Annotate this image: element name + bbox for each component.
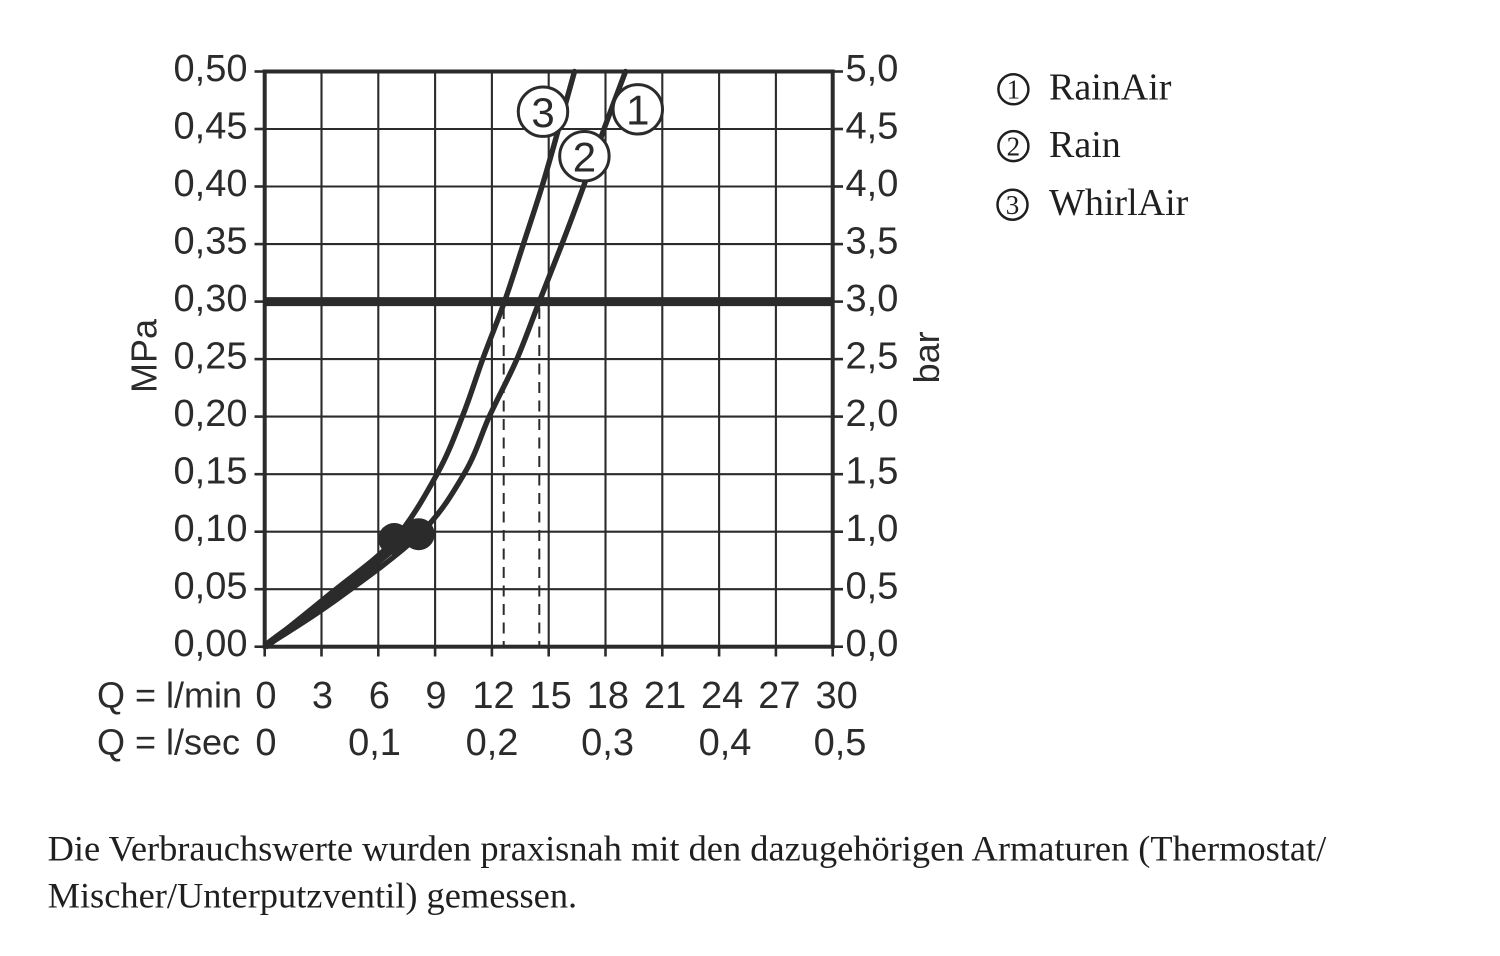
svg-text:0,5: 0,5 (846, 566, 899, 608)
svg-text:0,30: 0,30 (174, 278, 248, 320)
svg-text:0,5: 0,5 (814, 722, 867, 764)
svg-text:1,0: 1,0 (846, 508, 899, 550)
svg-text:3: 3 (1006, 190, 1020, 220)
svg-text:21: 21 (644, 675, 686, 717)
svg-text:9: 9 (425, 675, 446, 717)
svg-text:2: 2 (1007, 131, 1021, 161)
svg-text:24: 24 (701, 675, 743, 717)
svg-text:4,0: 4,0 (846, 163, 899, 205)
svg-text:2,5: 2,5 (846, 336, 899, 378)
svg-text:Rain: Rain (1049, 124, 1121, 166)
svg-text:3: 3 (312, 675, 333, 717)
svg-text:MPa: MPa (124, 318, 165, 393)
svg-text:3,0: 3,0 (846, 278, 899, 320)
svg-text:0,10: 0,10 (174, 508, 248, 550)
svg-text:bar: bar (906, 331, 947, 383)
svg-text:0,25: 0,25 (174, 336, 248, 378)
svg-text:4,5: 4,5 (846, 106, 899, 148)
svg-text:1: 1 (626, 87, 649, 134)
svg-text:2: 2 (573, 134, 596, 181)
svg-text:1,5: 1,5 (846, 451, 899, 493)
svg-text:12: 12 (472, 675, 514, 717)
svg-text:0: 0 (255, 675, 276, 717)
svg-text:Die Verbrauchswerte wurden pra: Die Verbrauchswerte wurden praxisnah mit… (48, 829, 1328, 869)
svg-text:3: 3 (531, 89, 554, 136)
svg-text:30: 30 (815, 675, 857, 717)
svg-text:18: 18 (587, 675, 629, 717)
svg-text:0,40: 0,40 (174, 163, 248, 205)
svg-text:27: 27 (758, 675, 800, 717)
svg-text:0: 0 (255, 722, 276, 764)
svg-text:0,3: 0,3 (581, 722, 634, 764)
svg-text:3,5: 3,5 (846, 221, 899, 263)
svg-text:0,00: 0,00 (174, 623, 248, 665)
svg-text:6: 6 (369, 675, 390, 717)
svg-text:0,45: 0,45 (174, 106, 248, 148)
svg-text:0,2: 0,2 (466, 722, 519, 764)
svg-text:RainAir: RainAir (1049, 66, 1172, 108)
svg-text:15: 15 (530, 675, 572, 717)
svg-text:1: 1 (1007, 75, 1021, 105)
svg-text:0,50: 0,50 (174, 48, 248, 90)
svg-text:0,20: 0,20 (174, 393, 248, 435)
svg-text:0,05: 0,05 (174, 566, 248, 608)
svg-text:0,35: 0,35 (174, 221, 248, 263)
svg-text:0,0: 0,0 (846, 623, 899, 665)
svg-text:2,0: 2,0 (846, 393, 899, 435)
svg-text:Mischer/Unterputzventil) gemes: Mischer/Unterputzventil) gemessen. (48, 875, 578, 915)
svg-text:0,1: 0,1 (348, 722, 401, 764)
svg-text:WhirlAir: WhirlAir (1049, 182, 1189, 224)
svg-text:Q = l/min: Q = l/min (97, 675, 242, 716)
svg-text:0,4: 0,4 (699, 722, 752, 764)
svg-text:5,0: 5,0 (846, 48, 899, 90)
svg-text:Q = l/sec: Q = l/sec (97, 721, 240, 762)
svg-text:0,15: 0,15 (174, 451, 248, 493)
